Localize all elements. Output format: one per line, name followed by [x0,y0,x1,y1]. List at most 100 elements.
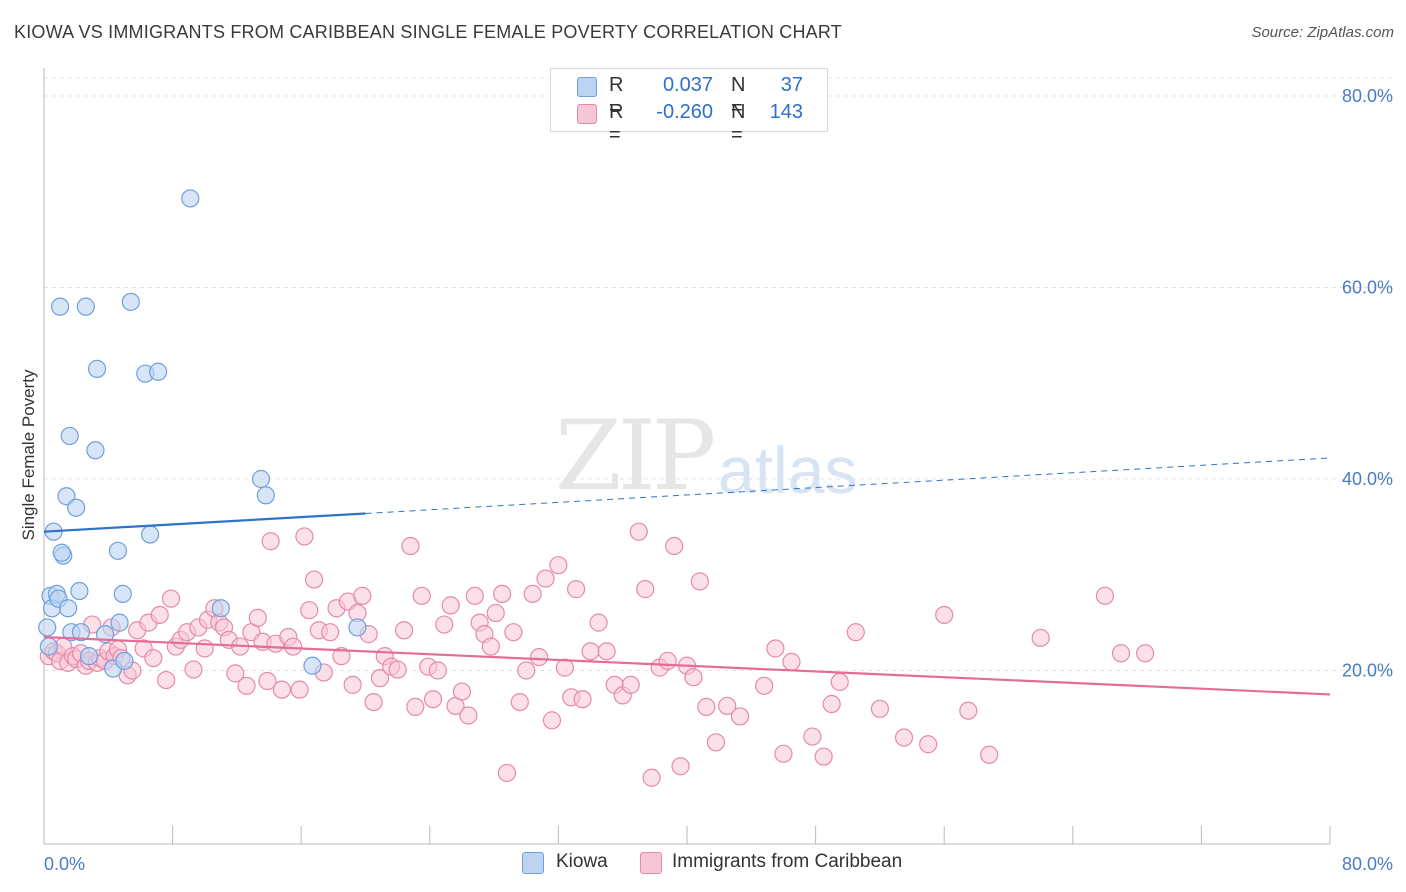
kiowa-point [108,541,128,560]
carib-trend-line [43,635,1331,696]
kiowa-point [251,469,271,489]
carib-point [894,728,914,747]
carib-point [343,675,362,694]
watermark-zip: ZIP [555,400,716,512]
kiowa-point [113,584,132,604]
y-axis-label: Single Female Poverty [19,369,38,541]
legend-n-label: N = [731,74,746,119]
carib-point [555,658,574,677]
carib-point [581,642,600,661]
carib-legend-label: Immigrants from Caribbean [672,851,903,872]
kiowa-point [87,359,107,378]
carib-point [258,671,277,691]
y-tick-label: 80.0% [1342,86,1393,106]
carib-point [370,669,390,688]
carib-point [523,584,542,604]
carib-point [332,647,351,666]
carib-point [814,747,833,766]
legend-r-label: R = [609,74,624,119]
carib-point [671,757,690,776]
carib-point [481,637,500,656]
kiowa-point [50,297,70,316]
carib-point [642,768,661,787]
kiowa-point [59,599,78,618]
carib-point [304,570,324,589]
carib-point [530,647,549,667]
carib-point [184,660,203,679]
carib-point [144,648,163,668]
kiowa-point [60,426,79,446]
carib-point [261,532,280,551]
kiowa-point [39,637,58,656]
carib-point [435,615,454,634]
kiowa-point [181,189,200,208]
carib-point [718,696,737,716]
x-tick-label: 0.0% [44,854,85,874]
carib-point [412,586,431,605]
y-tick-label: 20.0% [1342,661,1393,681]
carib-point [959,701,978,720]
carib-point [441,596,460,615]
carib-point [782,652,801,671]
carib-point [394,621,414,640]
carib-point [822,694,841,714]
carib-point [1031,628,1050,648]
carib-point [465,586,484,605]
kiowa-legend-swatch [522,852,544,874]
carib-point [690,572,709,591]
kiowa-point [79,647,99,666]
carib-point [161,589,181,608]
carib-legend-swatch [640,852,662,874]
kiowa-point [149,362,168,381]
legend-n-value: 143 [769,101,803,123]
carib-point [284,637,303,656]
carib-point [290,680,309,699]
carib-point [573,690,592,709]
carib-point [388,660,407,679]
source-label: Source: ZipAtlas.com [1251,24,1394,41]
kiowa-point [86,441,105,460]
carib-point [428,661,447,680]
kiowa-legend-label: Kiowa [556,851,608,872]
carib-point [536,569,555,588]
carib-point [459,706,478,725]
chart-title: KIOWA VS IMMIGRANTS FROM CARIBBEAN SINGL… [14,22,842,42]
carib-point [621,675,640,694]
carib-point [919,735,938,754]
carib-point [248,608,267,627]
correlation-legend: R = 0.037 N = 37 R = -0.260 N = 143 [550,68,828,146]
carib-point [730,707,750,726]
carib-point [452,682,472,701]
carib-point [766,639,785,658]
kiowa-point [110,613,129,632]
kiowa-point [256,486,275,505]
carib-point [510,692,529,712]
carib-point [364,692,383,712]
legend-r-value: -0.260 [656,101,713,123]
kiowa-point [67,498,86,517]
carib-point [697,697,716,716]
kiowa-point [121,292,140,311]
kiowa-trend-extension [365,457,1331,514]
carib-point [597,642,616,661]
carib-point [589,613,608,632]
kiowa-swatch [577,77,597,97]
carib-point [935,605,954,625]
kiowa-point [348,618,367,637]
kiowa-point [70,581,89,601]
kiowa-point [115,651,134,671]
carib-point [658,651,677,671]
carib-point [295,527,314,546]
carib-point [401,536,420,556]
carib-point [272,680,292,699]
legend-r-label: R = [609,101,624,146]
legend-n-value: 37 [780,74,803,96]
carib-point [1095,586,1115,605]
carib-point [870,699,890,718]
carib-point [774,744,793,763]
kiowa-point [71,623,91,642]
carib-point [486,603,505,623]
carib-point [1136,644,1155,663]
carib-point [497,763,517,783]
